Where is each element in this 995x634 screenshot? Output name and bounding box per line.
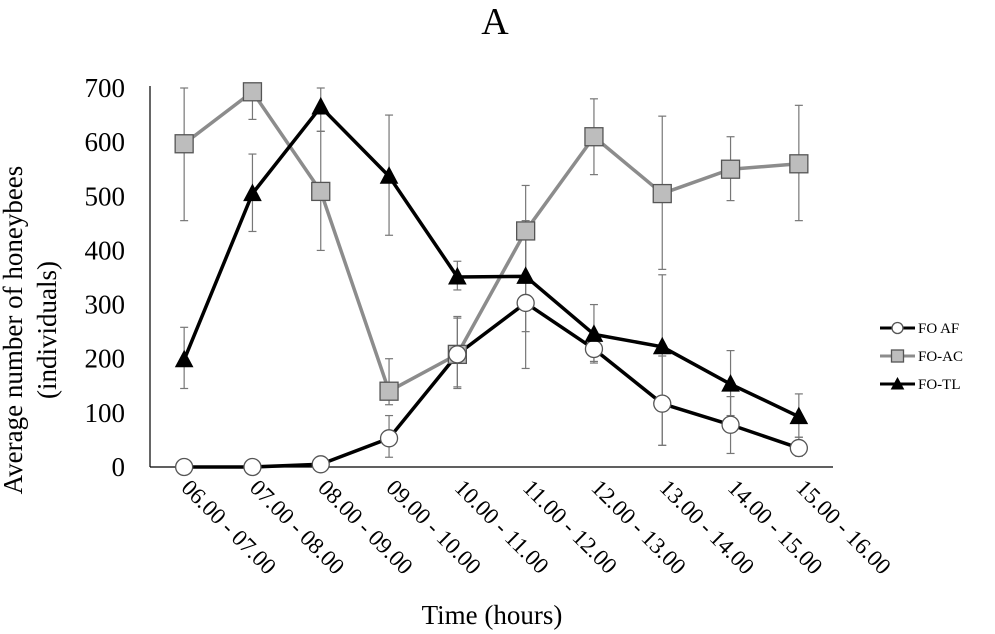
data-point-circle: [243, 457, 262, 477]
data-point-square: [652, 183, 672, 204]
y-tick-label: 600: [85, 127, 126, 157]
data-point-square: [174, 134, 194, 154]
data-point-circle: [789, 438, 808, 458]
data-point-square: [379, 381, 399, 401]
data-point-circle: [721, 415, 740, 434]
data-point-triangle: [516, 266, 535, 284]
data-point-circle: [584, 339, 604, 359]
data-point-circle: [174, 457, 194, 477]
data-point-square: [720, 159, 741, 179]
legend-label: FO-AC: [918, 349, 963, 365]
data-point-square: [789, 154, 809, 174]
data-point-square: [242, 82, 263, 102]
y-axis-label: Average number of honeybees: [0, 166, 28, 495]
data-point-triangle: [174, 349, 194, 368]
y-axis-label-line2: (individuals): [32, 261, 62, 399]
data-point-triangle: [311, 96, 331, 115]
y-axis-label-line1: Average number of honeybees: [0, 166, 28, 495]
data-point-triangle: [243, 183, 262, 202]
data-point-triangle: [584, 324, 604, 342]
y-axis-label-2: (individuals): [32, 261, 62, 399]
y-tick-label: 300: [85, 290, 126, 320]
y-tick-label: 100: [85, 398, 126, 428]
data-point-circle: [448, 345, 467, 364]
series-markers: [174, 82, 809, 477]
error-bars: [180, 87, 803, 458]
series-lines: [182, 90, 800, 469]
data-point-triangle: [721, 374, 740, 392]
chart-title: A: [481, 1, 509, 43]
data-point-triangle: [789, 406, 809, 425]
data-point-circle: [379, 429, 399, 448]
data-point-square: [516, 221, 536, 241]
y-tick-label: 200: [85, 344, 126, 374]
legend-marker-circle: [891, 321, 904, 335]
data-point-circle: [311, 455, 330, 474]
data-point-triangle: [379, 166, 399, 184]
legend-marker-triangle: [890, 376, 905, 390]
legend-label: FO-TL: [918, 377, 961, 393]
legend-marker-square: [890, 349, 905, 363]
y-tick-label: 700: [85, 73, 126, 103]
y-tick-label: 400: [85, 235, 126, 265]
y-ticks: 0 100 200 300 400 500 600 700: [85, 73, 126, 482]
series-line-fo-tl: [182, 105, 800, 419]
data-point-circle: [653, 394, 672, 413]
series-line-fo-ac: [183, 90, 799, 393]
legend-label: FO AF: [918, 321, 959, 337]
data-point-circle: [516, 293, 535, 313]
data-point-triangle: [652, 336, 672, 355]
data-point-square: [311, 181, 331, 202]
x-axis-label: Time (hours): [422, 600, 563, 630]
data-point-triangle: [448, 266, 467, 285]
series-line-fo-af: [184, 301, 800, 469]
legend: FO AF FO-AC FO-TL: [880, 321, 963, 393]
data-point-square: [584, 127, 604, 147]
y-tick-label: 500: [85, 181, 126, 211]
y-tick-label: 0: [112, 452, 126, 482]
